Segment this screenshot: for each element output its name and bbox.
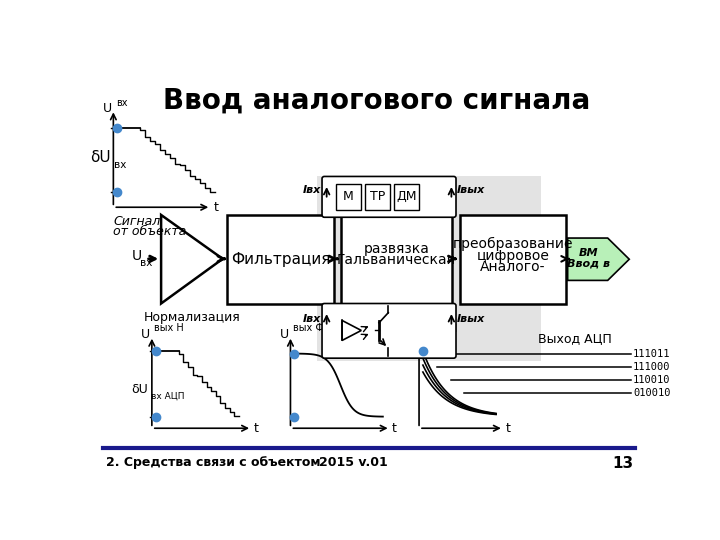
- Text: t: t: [505, 422, 510, 435]
- Text: вх АЦП: вх АЦП: [151, 392, 184, 400]
- Text: Ввод аналогового сигнала: Ввод аналогового сигнала: [163, 86, 590, 114]
- Text: от объекта: от объекта: [113, 225, 186, 238]
- Text: Iвх: Iвх: [303, 185, 321, 194]
- Text: Выход АЦП: Выход АЦП: [539, 332, 612, 345]
- Text: Ввод в: Ввод в: [567, 258, 610, 268]
- Text: δU: δU: [131, 383, 148, 396]
- Bar: [395, 184, 419, 210]
- Text: U: U: [280, 328, 289, 341]
- Text: цифровое: цифровое: [477, 249, 549, 263]
- Text: 111000: 111000: [633, 362, 670, 372]
- Text: вых Н: вых Н: [154, 323, 184, 333]
- Text: t: t: [253, 422, 258, 435]
- Bar: [365, 184, 390, 210]
- Text: U: U: [408, 328, 418, 341]
- Text: вх: вх: [116, 98, 127, 109]
- Text: вых Ф: вых Ф: [293, 323, 324, 333]
- Text: преобразование: преобразование: [453, 237, 573, 251]
- Text: U: U: [141, 328, 150, 341]
- Text: 010010: 010010: [633, 388, 670, 398]
- Text: δU: δU: [90, 150, 110, 165]
- Text: Нормализация: Нормализация: [143, 311, 240, 324]
- Text: 110010: 110010: [633, 375, 670, 384]
- Text: Гальваническая: Гальваническая: [337, 253, 456, 267]
- Text: U: U: [103, 102, 112, 115]
- Text: вх: вх: [114, 160, 127, 170]
- Text: ДМ: ДМ: [397, 191, 417, 204]
- Text: 13: 13: [612, 456, 633, 471]
- Text: t: t: [392, 422, 397, 435]
- Bar: [336, 184, 361, 210]
- Bar: [460, 215, 566, 303]
- Bar: [227, 215, 334, 303]
- Text: 111011: 111011: [633, 348, 670, 359]
- Text: Фильтрация: Фильтрация: [231, 252, 330, 267]
- Bar: [318, 177, 541, 361]
- FancyBboxPatch shape: [322, 303, 456, 358]
- Text: t: t: [213, 201, 218, 214]
- Text: Iвых: Iвых: [456, 314, 485, 324]
- Text: Iвх: Iвх: [303, 314, 321, 324]
- Bar: [341, 215, 452, 303]
- Text: вх: вх: [140, 259, 152, 268]
- Text: 2015 v.01: 2015 v.01: [319, 456, 387, 469]
- Text: ТР: ТР: [370, 191, 385, 204]
- Text: Аналого-: Аналого-: [480, 260, 546, 274]
- Text: 2. Средства связи с объектом: 2. Средства связи с объектом: [106, 456, 320, 469]
- Text: U: U: [132, 249, 142, 263]
- Text: Сигнал: Сигнал: [113, 215, 161, 228]
- Text: ВМ: ВМ: [579, 248, 598, 258]
- FancyBboxPatch shape: [322, 177, 456, 217]
- Text: Iвых: Iвых: [456, 185, 485, 194]
- Text: развязка: развязка: [364, 242, 429, 256]
- Polygon shape: [567, 238, 629, 280]
- Text: вх АЦП: вх АЦП: [421, 323, 458, 333]
- Text: М: М: [343, 191, 354, 204]
